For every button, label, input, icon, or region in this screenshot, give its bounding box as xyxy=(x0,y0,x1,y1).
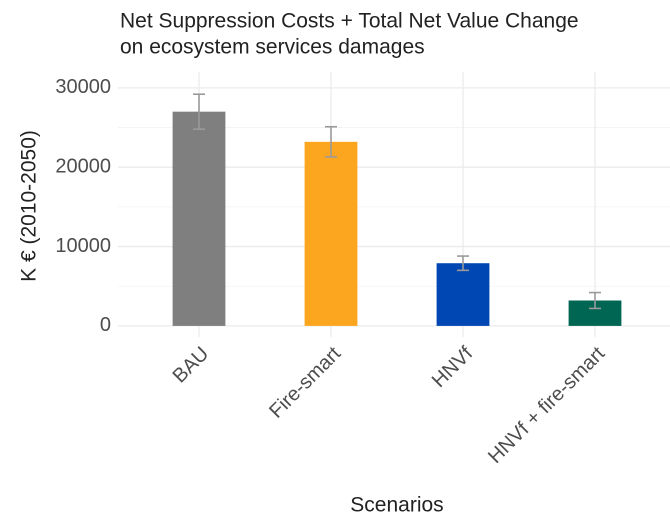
x-tick-label: HNVf xyxy=(428,342,478,392)
error-bar xyxy=(193,93,205,130)
y-tick-label: 20000 xyxy=(55,155,111,177)
bar xyxy=(436,263,490,326)
y-tick-label: 10000 xyxy=(55,235,111,257)
error-bar xyxy=(457,255,469,272)
bar xyxy=(304,141,358,326)
x-tick-label: Fire-smart xyxy=(265,342,345,422)
error-bar xyxy=(325,125,337,158)
y-tick-label: 0 xyxy=(100,314,111,336)
chart-title: Net Suppression Costs + Total Net Value … xyxy=(120,10,579,33)
x-tick-label: HNVf + fire-smart xyxy=(484,342,609,467)
x-axis-title: Scenarios xyxy=(350,494,443,517)
y-tick-label: 30000 xyxy=(55,76,111,98)
chart-title: on ecosystem services damages xyxy=(120,36,425,59)
x-tick-label: BAU xyxy=(169,343,214,388)
error-bar xyxy=(589,291,601,310)
y-axis-title: K € (2010-2050) xyxy=(18,130,41,282)
bar xyxy=(172,111,226,326)
